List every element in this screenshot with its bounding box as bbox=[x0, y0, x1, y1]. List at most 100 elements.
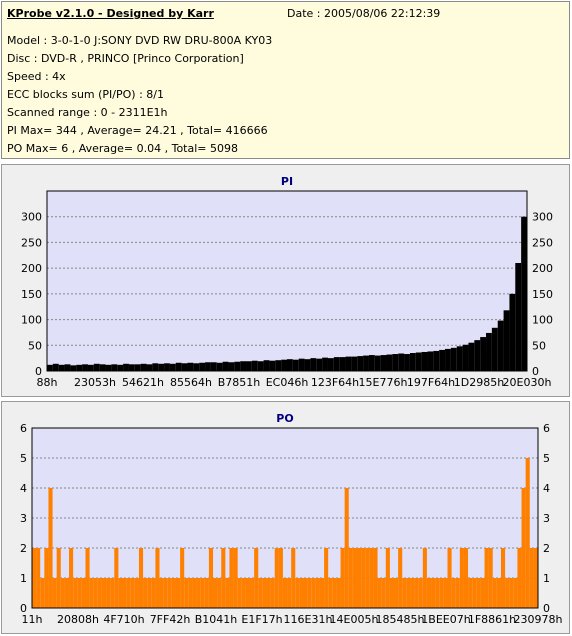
pi-bar bbox=[497, 320, 504, 371]
pi-bar bbox=[99, 364, 106, 371]
pi-chart-panel: PI 0 0 50 50 100 100 150 150 200 200 250 250 300 300 88… bbox=[1, 164, 570, 397]
po-bar bbox=[208, 548, 213, 608]
po-bar bbox=[472, 578, 477, 608]
po-bar bbox=[315, 578, 320, 608]
y-tick-label-right: 300 bbox=[532, 211, 553, 224]
pi-bar bbox=[480, 337, 487, 371]
y-tick-label-right: 6 bbox=[543, 422, 550, 435]
plot-area bbox=[46, 190, 528, 372]
pi-bar bbox=[298, 358, 305, 371]
pi-bar bbox=[140, 363, 147, 371]
po-bar bbox=[361, 548, 366, 608]
po-bar bbox=[233, 548, 238, 608]
po-bar bbox=[254, 548, 259, 608]
pi-bar bbox=[392, 354, 399, 371]
po-bar bbox=[274, 548, 279, 608]
po-bar bbox=[348, 548, 353, 608]
x-tick-label: 1BEE07h bbox=[421, 613, 470, 626]
po-bar bbox=[126, 578, 131, 608]
pi-bar bbox=[234, 361, 241, 371]
po-bar bbox=[221, 548, 226, 608]
po-bar bbox=[69, 548, 74, 608]
po-bar bbox=[344, 488, 349, 608]
x-tick-label: B1041h bbox=[195, 613, 238, 626]
po-bar bbox=[336, 578, 341, 608]
po-bar bbox=[431, 578, 436, 608]
y-tick-label-right: 200 bbox=[532, 262, 553, 275]
pi-bar bbox=[333, 357, 340, 371]
po-bar bbox=[307, 578, 312, 608]
po-bar bbox=[184, 578, 189, 608]
po-bar bbox=[101, 578, 107, 608]
x-tick-label: 7FF42h bbox=[150, 613, 191, 626]
po-bar bbox=[517, 548, 522, 608]
po-bar bbox=[484, 548, 489, 608]
y-tick-label-left: 2 bbox=[20, 542, 27, 555]
po-bar bbox=[122, 578, 127, 608]
y-tick-label-right: 0 bbox=[543, 602, 550, 615]
po-bar bbox=[262, 578, 267, 608]
pi-bar bbox=[409, 353, 416, 371]
po-bar bbox=[282, 578, 288, 608]
pi-bar bbox=[322, 357, 328, 371]
pi-bar bbox=[134, 364, 141, 371]
pi-bar bbox=[327, 358, 334, 371]
pi-bar bbox=[64, 364, 71, 371]
pi-bar bbox=[58, 364, 65, 371]
pi-bar bbox=[380, 355, 387, 371]
pi-bar bbox=[251, 360, 258, 371]
y-tick-label-right: 250 bbox=[532, 236, 553, 249]
plot-frame bbox=[31, 427, 539, 609]
pi-bar bbox=[363, 355, 369, 371]
po-bar bbox=[521, 488, 526, 608]
y-tick-label-left: 6 bbox=[20, 422, 27, 435]
pi-bar bbox=[87, 364, 94, 371]
pi-bar bbox=[199, 362, 206, 371]
x-tick-label: E1F17h bbox=[241, 613, 282, 626]
po-bar bbox=[196, 578, 201, 608]
pi-bar bbox=[164, 363, 170, 371]
po-bar bbox=[389, 578, 395, 608]
pi-bar bbox=[474, 340, 481, 371]
po-bar bbox=[463, 548, 469, 608]
x-tick-label: 54621h bbox=[122, 376, 164, 389]
po-bar bbox=[435, 578, 440, 608]
pi-bar bbox=[521, 216, 527, 371]
pi-bar bbox=[240, 361, 247, 371]
y-tick-label-right: 3 bbox=[543, 512, 550, 525]
pi-bar bbox=[374, 355, 381, 371]
po-bar bbox=[266, 578, 271, 608]
po-bar bbox=[192, 578, 197, 608]
x-tick-label: 1D2985h bbox=[454, 376, 504, 389]
po-bar bbox=[56, 548, 61, 608]
po-bar bbox=[81, 578, 86, 608]
po-bar bbox=[488, 548, 493, 608]
pi-bar bbox=[439, 349, 446, 371]
po-summary-line: PO Max= 6 , Average= 0.04 , Total= 5098 bbox=[7, 142, 238, 155]
po-bar bbox=[229, 548, 234, 608]
po-bar bbox=[356, 548, 362, 608]
po-bar bbox=[377, 578, 382, 608]
pi-summary-line: PI Max= 344 , Average= 24.21 , Total= 41… bbox=[7, 124, 268, 137]
po-bar bbox=[143, 578, 148, 608]
pi-bar bbox=[509, 293, 516, 371]
po-bar bbox=[188, 578, 193, 608]
po-bar bbox=[44, 548, 49, 608]
x-tick-label: 197F64h bbox=[407, 376, 455, 389]
po-bar bbox=[381, 578, 386, 608]
po-bar bbox=[422, 548, 427, 608]
po-bar bbox=[40, 578, 45, 608]
pi-bar bbox=[415, 352, 422, 371]
po-bar bbox=[118, 578, 123, 608]
po-bar bbox=[365, 548, 370, 608]
pi-bar bbox=[105, 364, 112, 371]
po-bar bbox=[328, 578, 333, 608]
pi-bar bbox=[427, 351, 434, 371]
x-tick-label: 11h bbox=[22, 613, 43, 626]
pi-bar bbox=[263, 360, 270, 371]
pi-bar bbox=[269, 360, 276, 371]
po-bar bbox=[509, 578, 514, 608]
x-tick-label: 88h bbox=[37, 376, 58, 389]
po-bar bbox=[406, 578, 411, 608]
pi-bar bbox=[345, 356, 352, 371]
